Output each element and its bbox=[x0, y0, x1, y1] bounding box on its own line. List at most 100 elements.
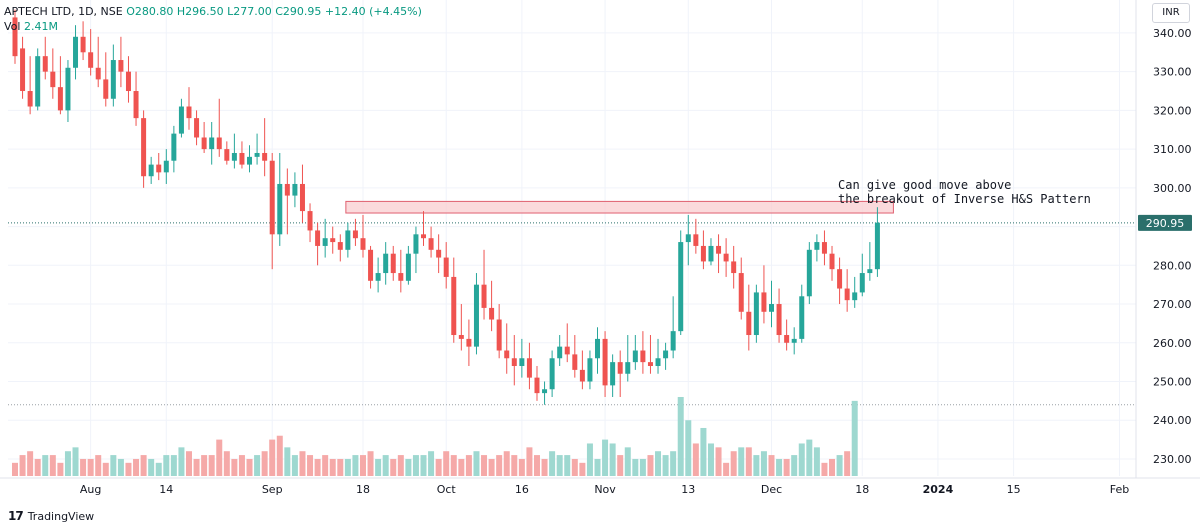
y-tick-label: 320.00 bbox=[1153, 104, 1192, 117]
candle-body bbox=[186, 106, 192, 119]
volume-bar bbox=[488, 458, 495, 476]
candle-body bbox=[716, 245, 722, 254]
x-tick-label: 13 bbox=[681, 483, 695, 496]
candle-body bbox=[746, 311, 752, 336]
volume-bar bbox=[216, 439, 223, 476]
candle-body bbox=[557, 346, 563, 359]
volume-bar bbox=[503, 451, 510, 476]
volume-bar bbox=[586, 443, 593, 476]
x-tick-label: Aug bbox=[80, 483, 101, 496]
volume-bar bbox=[700, 427, 707, 476]
candle-body bbox=[405, 253, 411, 281]
candle-body bbox=[647, 362, 653, 367]
candle-body bbox=[368, 249, 374, 281]
volume-bar bbox=[760, 451, 767, 476]
volume-bar bbox=[375, 458, 382, 476]
volume-bar bbox=[753, 455, 760, 476]
volume-bar bbox=[193, 458, 200, 476]
tradingview-logo[interactable]: 17 TradingView bbox=[8, 509, 94, 523]
candle-body bbox=[859, 273, 865, 293]
volume-bar bbox=[776, 458, 783, 476]
candle-body bbox=[330, 238, 336, 243]
legend-row-volume: Vol 2.41M bbox=[4, 19, 422, 34]
candle-body bbox=[239, 152, 245, 165]
candle-body bbox=[398, 273, 404, 281]
candle-body bbox=[526, 358, 532, 378]
candle-body bbox=[284, 183, 290, 196]
change-value: +12.40 (+4.45%) bbox=[324, 5, 422, 18]
volume-bar bbox=[685, 420, 692, 476]
candle-body bbox=[564, 346, 570, 355]
volume-bar bbox=[715, 447, 722, 476]
candle-body bbox=[466, 338, 472, 347]
volume-bar bbox=[435, 458, 442, 476]
volume-bar bbox=[254, 455, 261, 476]
volume-bar bbox=[738, 447, 745, 476]
price-axis: 340.00330.00320.00310.00300.00290.00280.… bbox=[1135, 0, 1192, 478]
candle-body bbox=[784, 335, 790, 343]
volume-bar bbox=[829, 458, 836, 476]
currency-button[interactable]: INR bbox=[1152, 3, 1190, 23]
candle-body bbox=[549, 358, 555, 390]
volume-bar bbox=[632, 458, 639, 476]
candle-body bbox=[723, 253, 729, 262]
candle-body bbox=[360, 238, 366, 250]
symbol-label[interactable]: APTECH LTD, 1D, NSE bbox=[4, 5, 123, 18]
volume-bar bbox=[352, 455, 359, 476]
volume-bar bbox=[314, 458, 321, 476]
candle-body bbox=[867, 269, 873, 274]
candle-body bbox=[262, 152, 268, 161]
candlesticks bbox=[12, 9, 880, 405]
candle-body bbox=[156, 164, 162, 173]
volume-bar bbox=[163, 455, 170, 476]
volume-label[interactable]: Vol bbox=[4, 20, 21, 33]
candle-body bbox=[481, 284, 487, 308]
volume-bar bbox=[80, 458, 87, 476]
candle-body bbox=[337, 242, 343, 250]
candle-body bbox=[27, 91, 33, 107]
volume-bar bbox=[390, 458, 397, 476]
volume-bar bbox=[19, 455, 26, 476]
candle-body bbox=[413, 234, 419, 254]
candle-body bbox=[587, 358, 593, 382]
annotation-text[interactable]: Can give good move above the breakout of… bbox=[838, 178, 1091, 206]
candle-body bbox=[163, 160, 169, 173]
y-tick-label: 260.00 bbox=[1153, 337, 1192, 350]
volume-bar bbox=[844, 451, 851, 476]
volume-bar bbox=[533, 455, 540, 476]
candle-body bbox=[80, 36, 86, 53]
tradingview-logo-icon: 17 bbox=[8, 509, 24, 523]
candle-body bbox=[171, 133, 177, 161]
volume-bar bbox=[443, 451, 450, 476]
volume-bar bbox=[276, 435, 283, 476]
volume-bar bbox=[594, 458, 601, 476]
candle-body bbox=[511, 358, 517, 367]
resistance-zone bbox=[345, 200, 894, 214]
volume-bar bbox=[12, 462, 18, 476]
volume-bar bbox=[473, 451, 480, 476]
volume-bar bbox=[579, 462, 586, 476]
x-tick-label: 16 bbox=[515, 483, 529, 496]
candle-body bbox=[141, 118, 147, 177]
volume-bar bbox=[201, 455, 208, 476]
candle-body bbox=[700, 245, 706, 262]
candle-body bbox=[20, 48, 26, 92]
y-tick-label: 250.00 bbox=[1153, 375, 1192, 388]
candle-body bbox=[88, 52, 94, 68]
y-tick-label: 270.00 bbox=[1153, 298, 1192, 311]
candle-body bbox=[595, 338, 601, 359]
volume-bar bbox=[337, 458, 344, 476]
volume-bar bbox=[382, 455, 389, 476]
candle-body bbox=[852, 292, 858, 301]
candle-body bbox=[65, 67, 71, 111]
last-price-tag bbox=[1138, 214, 1192, 231]
annotation-line-2: the breakout of Inverse H&S Pattern bbox=[838, 192, 1091, 206]
candle-body bbox=[231, 152, 237, 161]
volume-bar bbox=[609, 443, 616, 476]
volume-bar bbox=[178, 447, 185, 476]
x-tick-label: Feb bbox=[1110, 483, 1129, 496]
volume-bar bbox=[170, 455, 177, 476]
volume-bar bbox=[836, 455, 843, 476]
y-tick-label: 340.00 bbox=[1153, 27, 1192, 40]
